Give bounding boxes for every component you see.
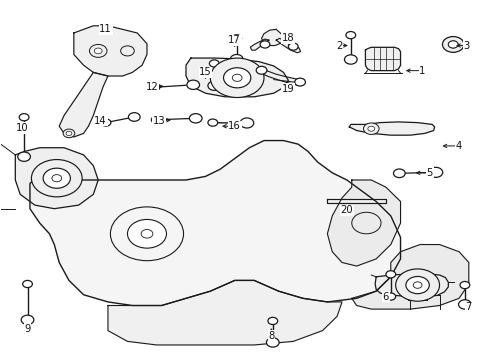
Circle shape [127,220,166,248]
Circle shape [21,315,34,324]
Circle shape [385,293,395,300]
Circle shape [209,60,219,67]
Circle shape [94,48,102,54]
Text: 15: 15 [199,67,211,77]
Circle shape [19,114,29,121]
Circle shape [395,269,439,301]
Polygon shape [374,274,447,297]
Polygon shape [30,140,400,306]
Text: 7: 7 [465,302,471,312]
Polygon shape [108,280,341,345]
Circle shape [89,44,107,57]
Circle shape [151,116,162,124]
Polygon shape [348,122,434,135]
Circle shape [207,119,217,126]
Text: 16: 16 [228,121,241,131]
Circle shape [288,43,298,50]
Circle shape [189,114,202,123]
Circle shape [207,81,220,90]
Polygon shape [365,47,400,71]
Circle shape [260,41,269,48]
Text: 14: 14 [94,116,107,126]
Circle shape [231,35,241,42]
Polygon shape [15,148,98,209]
Polygon shape [351,244,468,309]
Text: 2: 2 [336,41,342,50]
Polygon shape [250,39,268,50]
Text: 20: 20 [340,206,352,216]
Circle shape [345,32,355,39]
Circle shape [52,175,61,182]
Text: 1: 1 [418,66,425,76]
Circle shape [367,126,374,131]
Text: 19: 19 [282,84,294,94]
Circle shape [141,229,153,238]
Circle shape [110,207,183,261]
Text: 11: 11 [99,24,112,35]
Polygon shape [327,199,385,203]
Circle shape [344,55,356,64]
Circle shape [18,152,30,161]
Polygon shape [185,58,288,97]
Circle shape [393,169,405,177]
Circle shape [442,37,463,52]
Circle shape [447,41,457,48]
Text: 8: 8 [267,331,274,341]
Polygon shape [443,37,462,52]
Circle shape [428,167,442,177]
Circle shape [412,282,421,288]
Text: 9: 9 [24,324,31,334]
Circle shape [149,84,160,91]
Circle shape [351,212,380,234]
Circle shape [385,271,395,278]
Circle shape [459,282,469,289]
Text: 4: 4 [455,141,461,151]
Circle shape [240,118,253,128]
Circle shape [210,58,264,98]
Polygon shape [327,180,400,266]
Circle shape [267,318,277,324]
Circle shape [101,119,111,126]
Text: 10: 10 [16,123,29,133]
Circle shape [232,74,242,81]
Circle shape [66,131,72,135]
Polygon shape [276,39,300,53]
Polygon shape [74,26,147,76]
Text: 3: 3 [462,41,468,50]
Circle shape [63,129,75,138]
Text: 13: 13 [153,116,165,126]
Circle shape [43,168,70,188]
Text: 18: 18 [282,33,294,43]
Polygon shape [259,68,302,85]
Circle shape [405,276,428,294]
Circle shape [22,280,32,288]
Circle shape [223,68,250,88]
Text: 17: 17 [228,35,241,45]
Text: 6: 6 [382,292,388,302]
Polygon shape [59,72,108,137]
Circle shape [363,123,378,134]
Polygon shape [261,30,283,45]
Circle shape [31,159,82,197]
Text: 12: 12 [145,82,158,92]
Circle shape [186,80,199,89]
Circle shape [256,66,266,74]
Circle shape [447,41,457,48]
Text: 5: 5 [426,168,432,178]
Circle shape [266,338,279,347]
Circle shape [294,78,305,86]
Circle shape [128,113,140,121]
Circle shape [458,300,470,309]
Circle shape [121,46,134,56]
Circle shape [230,54,243,64]
